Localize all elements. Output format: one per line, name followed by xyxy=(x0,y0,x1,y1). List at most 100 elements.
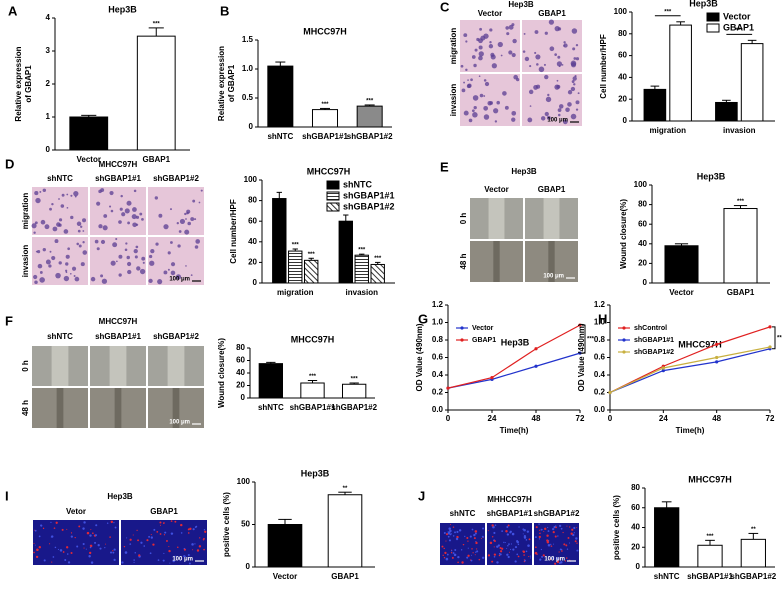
y-tick-label: 0.4 xyxy=(594,370,606,379)
cell-stain xyxy=(574,540,577,543)
cell-stain xyxy=(36,548,39,552)
cell-stain xyxy=(499,546,502,550)
cell-stain xyxy=(564,560,567,562)
panel-title: Hep3B xyxy=(107,492,133,501)
cell-stain xyxy=(190,217,195,222)
cell-stain xyxy=(141,218,144,221)
cell-stain xyxy=(572,76,577,81)
cell-stain xyxy=(157,559,160,561)
y-tick-label: 20 xyxy=(248,258,257,267)
cell-stain xyxy=(508,24,514,30)
cell-stain xyxy=(454,549,457,551)
cell-stain xyxy=(74,195,77,198)
column-label: GBAP1 xyxy=(538,185,566,194)
cell-stain xyxy=(491,524,494,527)
panel-letter: D xyxy=(5,156,14,171)
bar xyxy=(338,220,353,284)
y-tick-label: 80 xyxy=(631,483,640,492)
cell-stain xyxy=(121,212,126,217)
cell-stain xyxy=(121,561,124,564)
cell-stain xyxy=(58,261,62,265)
cell-stain xyxy=(570,113,577,120)
cell-stain xyxy=(462,543,465,546)
column-label: shGBAP1#1 xyxy=(95,332,141,341)
cell-stain xyxy=(474,554,476,556)
cell-stain xyxy=(82,241,85,244)
cell-stain xyxy=(509,530,512,533)
row-label: 48 h xyxy=(459,253,468,269)
cell-stain xyxy=(559,548,562,551)
cell-stain xyxy=(167,268,170,271)
scale-bar-label: 100 μm xyxy=(547,118,568,124)
cell-stain xyxy=(553,525,556,529)
cell-stain xyxy=(542,554,545,557)
cell-stain xyxy=(109,536,111,538)
cell-stain xyxy=(454,531,456,534)
y-tick-label: 4 xyxy=(46,13,51,22)
cell-stain xyxy=(133,248,138,254)
cell-stain xyxy=(74,276,80,282)
cell-stain xyxy=(71,266,77,271)
y-axis-label: positive cells (%) xyxy=(612,495,621,560)
panel-title: MHCC97H xyxy=(99,317,138,326)
significance-label: *** xyxy=(351,377,359,383)
cell-stain xyxy=(501,530,504,532)
y-tick-label: 2 xyxy=(46,79,51,88)
panel-letter: F xyxy=(5,313,13,328)
cell-stain xyxy=(506,553,509,556)
cell-stain xyxy=(565,557,568,559)
cell-stain xyxy=(146,539,149,542)
cell-stain xyxy=(143,545,146,547)
point xyxy=(446,386,450,390)
cell-stain xyxy=(525,550,528,553)
cell-stain xyxy=(527,544,530,547)
y-tick-label: 0 xyxy=(46,145,51,154)
cell-stain xyxy=(443,547,445,550)
panel-title: Hep3B xyxy=(511,167,537,176)
cell-stain xyxy=(556,79,559,82)
cell-stain xyxy=(474,530,478,533)
cell-stain xyxy=(105,543,107,545)
cell-stain xyxy=(39,190,42,193)
cell-stain xyxy=(155,242,159,246)
x-tick-label: invasion xyxy=(723,126,756,135)
cell-stain xyxy=(570,86,576,92)
cell-stain xyxy=(31,223,37,229)
chart-title: MHCC97H xyxy=(303,26,347,36)
cell-stain xyxy=(89,551,92,555)
y-tick-label: 0 xyxy=(249,122,254,131)
cell-stain xyxy=(118,220,122,224)
cell-stain xyxy=(549,46,555,52)
cell-stain xyxy=(503,541,505,544)
cell-stain xyxy=(203,528,206,531)
cell-stain xyxy=(66,528,68,530)
cell-stain xyxy=(158,213,163,218)
cell-stain xyxy=(461,88,466,93)
cell-stain xyxy=(493,108,499,114)
cell-stain xyxy=(110,260,116,266)
cell-stain xyxy=(478,558,481,561)
cell-stain xyxy=(544,74,549,80)
y-tick-label: 40 xyxy=(631,523,640,532)
cell-stain xyxy=(508,50,513,55)
cell-stain xyxy=(558,524,562,528)
y-tick-label: 0.8 xyxy=(432,335,444,344)
cell-stain xyxy=(547,543,551,547)
x-tick-label: shGBAP1#2 xyxy=(347,132,393,141)
cell-stain xyxy=(200,189,203,192)
cell-stain xyxy=(504,105,509,110)
cell-stain xyxy=(125,242,128,245)
cell-stain xyxy=(45,259,51,265)
x-tick-label: shGBAP1#2 xyxy=(331,403,377,412)
cell-stain xyxy=(85,548,87,550)
cell-stain xyxy=(522,550,526,553)
x-tick-label: 48 xyxy=(532,414,541,423)
cell-stain xyxy=(67,561,71,564)
wound-gap xyxy=(109,346,127,386)
micrograph xyxy=(32,187,88,235)
y-axis-label: Relative expression xyxy=(14,46,23,121)
legend-swatch xyxy=(326,202,340,212)
y-axis-label: of GBAP1 xyxy=(227,64,236,102)
cell-stain xyxy=(540,548,543,551)
cell-stain xyxy=(536,553,538,555)
